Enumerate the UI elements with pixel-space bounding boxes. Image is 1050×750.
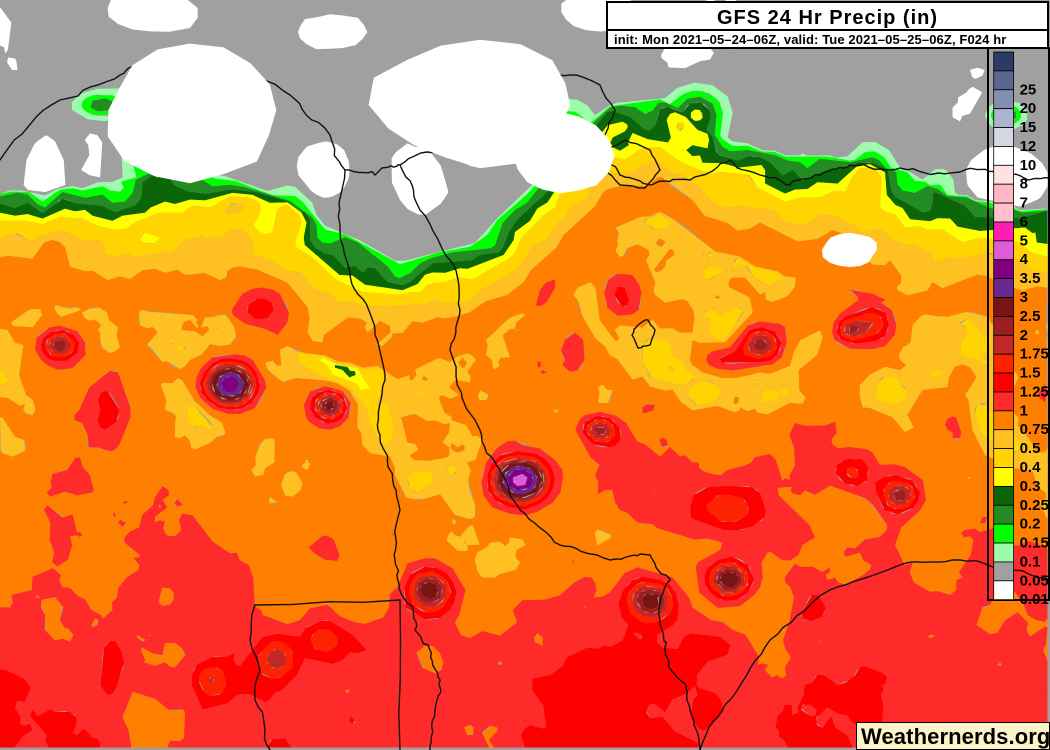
svg-text:0.5: 0.5	[1020, 440, 1041, 457]
svg-text:12: 12	[1020, 138, 1037, 155]
svg-text:1.5: 1.5	[1020, 365, 1041, 382]
svg-text:1.25: 1.25	[1020, 384, 1049, 401]
svg-text:10: 10	[1020, 157, 1037, 174]
svg-text:1: 1	[1020, 402, 1028, 419]
svg-text:15: 15	[1020, 119, 1037, 136]
svg-text:0.05: 0.05	[1020, 572, 1049, 589]
svg-text:6: 6	[1020, 214, 1028, 231]
svg-text:0.01: 0.01	[1020, 591, 1049, 608]
svg-text:0.25: 0.25	[1020, 497, 1049, 514]
svg-text:0.15: 0.15	[1020, 535, 1049, 552]
svg-text:7: 7	[1020, 195, 1028, 212]
svg-text:2: 2	[1020, 327, 1028, 344]
svg-text:0.4: 0.4	[1020, 459, 1042, 476]
svg-text:4: 4	[1020, 251, 1029, 268]
svg-text:25: 25	[1020, 81, 1037, 98]
svg-text:0.75: 0.75	[1020, 421, 1049, 438]
svg-text:3: 3	[1020, 289, 1028, 306]
svg-text:0.2: 0.2	[1020, 516, 1041, 533]
svg-text:0.1: 0.1	[1020, 553, 1041, 570]
svg-text:1.75: 1.75	[1020, 346, 1049, 363]
svg-text:3.5: 3.5	[1020, 270, 1041, 287]
svg-text:2.5: 2.5	[1020, 308, 1041, 325]
svg-text:8: 8	[1020, 176, 1028, 193]
svg-text:0.3: 0.3	[1020, 478, 1041, 495]
svg-text:5: 5	[1020, 232, 1028, 249]
svg-text:20: 20	[1020, 100, 1037, 117]
